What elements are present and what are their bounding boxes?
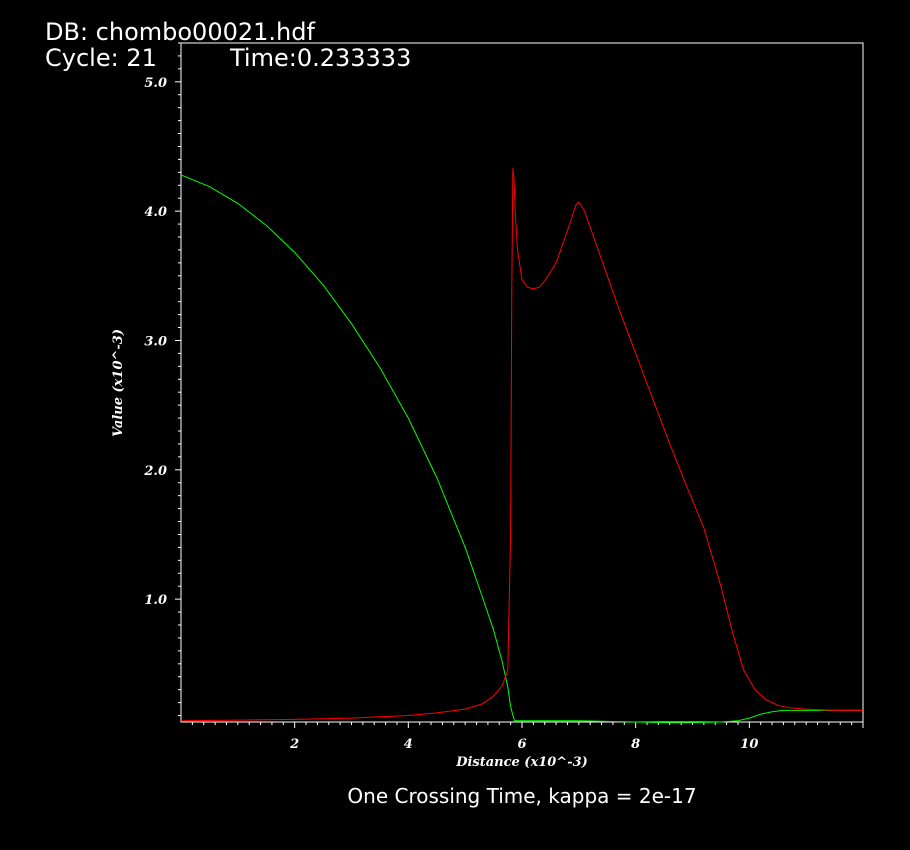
series-line-green <box>180 174 863 724</box>
cycle-label: Cycle: 21 <box>45 44 157 72</box>
y-tick-labels: 1.0 2.0 3.0 4.0 5.0 <box>143 76 167 608</box>
plot-frame <box>180 42 864 723</box>
series-layer <box>180 168 863 724</box>
y-tick-label: 3.0 <box>144 334 167 349</box>
y-axis-title: Value (x10^-3) <box>111 329 126 437</box>
x-tick-label: 4 <box>404 737 413 752</box>
series-line-red <box>180 168 863 722</box>
minor-ticks <box>175 42 864 728</box>
x-tick-label: 10 <box>740 737 758 752</box>
x-tick-labels: 2 4 6 8 10 <box>289 737 758 752</box>
y-tick-label: 2.0 <box>143 464 167 479</box>
y-tick-label: 4.0 <box>144 205 167 220</box>
y-tick-label: 5.0 <box>144 76 167 91</box>
time-label: Time:0.233333 <box>230 44 412 72</box>
chart-title: One Crossing Time, kappa = 2e-17 <box>347 784 697 808</box>
x-axis-title: Distance (x10^-3) <box>455 755 588 770</box>
x-tick-label: 8 <box>631 737 640 752</box>
x-tick-label: 2 <box>289 737 299 752</box>
database-label: DB: chombo00021.hdf <box>45 18 315 46</box>
x-tick-label: 6 <box>517 737 526 752</box>
y-tick-label: 1.0 <box>144 593 167 608</box>
